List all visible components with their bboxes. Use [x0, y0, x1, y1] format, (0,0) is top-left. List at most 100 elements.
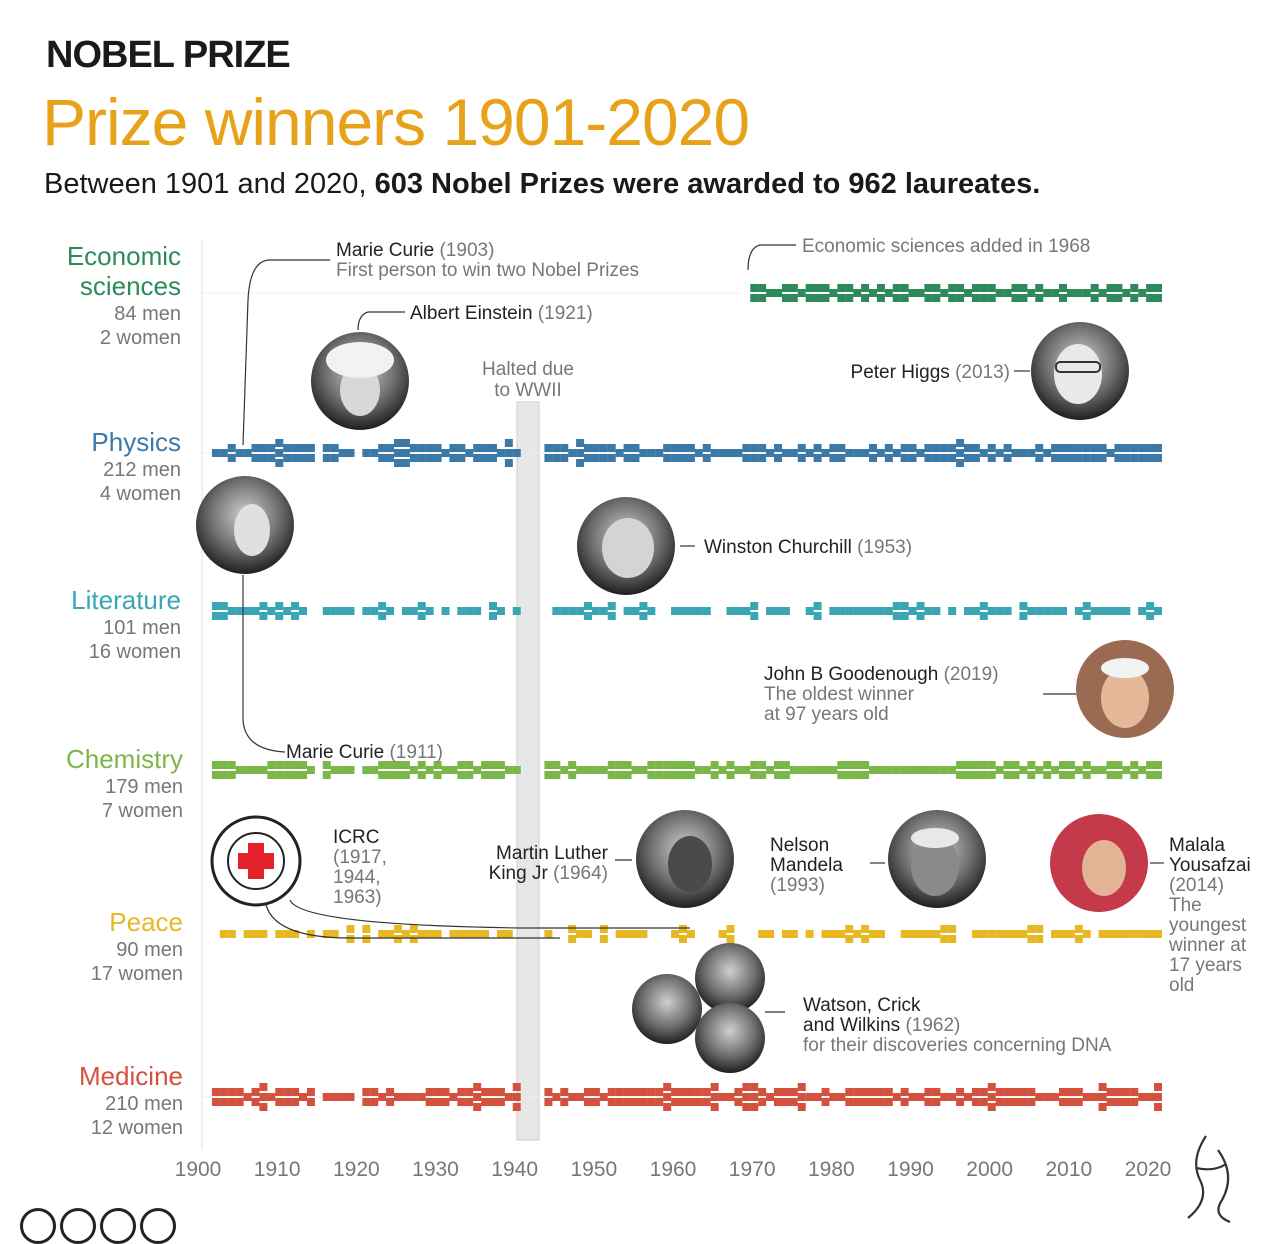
laureate-dot: [259, 766, 268, 774]
laureate-dot: [750, 1083, 759, 1091]
laureate-dot: [797, 1083, 806, 1091]
laureate-dot: [734, 607, 743, 615]
econ-men: 84 men: [114, 303, 181, 325]
laureate-dot: [892, 294, 901, 302]
laureate-dot: [813, 294, 822, 302]
laureate-dot: [489, 771, 497, 779]
laureate-dot: [1098, 444, 1107, 452]
einstein-label: Albert Einstein (1921): [410, 303, 593, 324]
laureate-dot: [1106, 1098, 1115, 1106]
laureate-dot: [1066, 930, 1075, 938]
laureate-dot: [267, 454, 276, 462]
laureate-dot: [267, 1093, 276, 1101]
laureate-dot: [465, 930, 474, 938]
laureate-dot: [1059, 1088, 1067, 1096]
laureate-dot: [964, 444, 972, 452]
laureate-dot: [845, 1088, 854, 1096]
laureate-dot: [718, 1093, 727, 1101]
dna-note: for their discoveries concerning DNA: [803, 1035, 1112, 1056]
laureate-dot: [473, 766, 482, 774]
laureate-dot: [615, 1088, 624, 1096]
laureate-dot: [639, 1088, 648, 1096]
laureate-dot: [1027, 607, 1036, 615]
laureate-dot: [481, 761, 490, 769]
laureate-dot: [1122, 1088, 1131, 1096]
laureate-dot: [908, 930, 917, 938]
einstein-name: Albert Einstein: [410, 303, 533, 324]
curie-1911-connector: [242, 575, 286, 753]
laureate-dots: [211, 284, 1162, 1111]
laureate-dot: [900, 444, 909, 452]
laureate-dot: [607, 602, 616, 610]
laureate-dot: [417, 1093, 426, 1101]
laureate-dot: [726, 607, 735, 615]
laureate-dot: [987, 1083, 996, 1091]
halt-label-1: Halted due: [482, 359, 574, 380]
laureate-dot: [1003, 444, 1012, 452]
laureate-dot: [425, 1098, 434, 1106]
laureate-dot: [1114, 930, 1123, 938]
laureate-dot: [853, 289, 862, 297]
laureate-dot: [663, 454, 672, 462]
laureate-dot: [235, 1088, 244, 1096]
laureate-dot: [869, 1088, 877, 1096]
laureate-dot: [291, 1088, 300, 1096]
laureate-dot: [1098, 454, 1107, 462]
laureate-dot: [774, 761, 782, 769]
laureate-dot: [781, 930, 790, 938]
laureate-dot: [219, 1098, 228, 1106]
laureate-dot: [394, 1093, 402, 1101]
laureate-dot: [473, 930, 482, 938]
laureate-dot: [560, 607, 569, 615]
laureate-dot: [876, 1088, 885, 1096]
laureate-dot: [655, 761, 664, 769]
laureate-dot: [267, 761, 276, 769]
laureate-dot: [267, 771, 276, 779]
laureate-dot: [1051, 444, 1060, 452]
laureate-dot: [853, 761, 862, 769]
laureate-dot: [552, 454, 561, 462]
literature-name: Literature: [71, 585, 181, 615]
laureate-dot: [1051, 607, 1060, 615]
laureate-dot: [449, 930, 458, 938]
literature-women: 16 women: [89, 641, 181, 663]
laureate-dot: [734, 766, 743, 774]
laureate-dot: [417, 444, 426, 452]
laureate-dot: [1114, 294, 1123, 302]
laureate-dot: [900, 930, 909, 938]
laureate-dot: [1122, 1098, 1131, 1106]
laureate-dot: [1138, 289, 1147, 297]
laureate-dot: [473, 1083, 482, 1091]
laureate-dot: [979, 602, 988, 610]
laureate-dot: [1154, 1093, 1162, 1101]
laureate-dot: [306, 444, 315, 452]
laureate-dot: [924, 607, 933, 615]
churchill-face: [602, 518, 654, 578]
laureate-dot: [987, 930, 996, 938]
laureate-dot: [1066, 1098, 1075, 1106]
laureate-dot: [591, 444, 600, 452]
laureate-dot: [211, 761, 220, 769]
laureate-dot: [829, 607, 838, 615]
laureate-dot: [726, 761, 735, 769]
laureate-dot: [971, 284, 980, 292]
laureate-dot: [837, 1093, 846, 1101]
peace-name: Peace: [109, 907, 183, 937]
physics-men: 212 men: [103, 459, 181, 481]
laureate-dot: [1059, 294, 1067, 302]
malala-year: (2014): [1169, 875, 1224, 896]
laureate-dot: [964, 771, 972, 779]
laureate-dot: [845, 607, 854, 615]
laureate-dot: [861, 449, 870, 457]
laureate-dot: [235, 766, 244, 774]
laureate-dot: [417, 602, 426, 610]
laureate-dot: [932, 454, 941, 462]
portraits: [196, 322, 1174, 1073]
laureate-dot: [1027, 935, 1036, 943]
churchill-portrait: [577, 497, 675, 595]
laureate-dot: [1130, 294, 1139, 302]
laureate-dot: [1035, 925, 1044, 933]
laureate-dot: [924, 294, 933, 302]
chart-title: Prize winners 1901-2020: [42, 85, 750, 159]
label-economic-sciences: Economic sciences 84 men 2 women: [67, 241, 181, 349]
